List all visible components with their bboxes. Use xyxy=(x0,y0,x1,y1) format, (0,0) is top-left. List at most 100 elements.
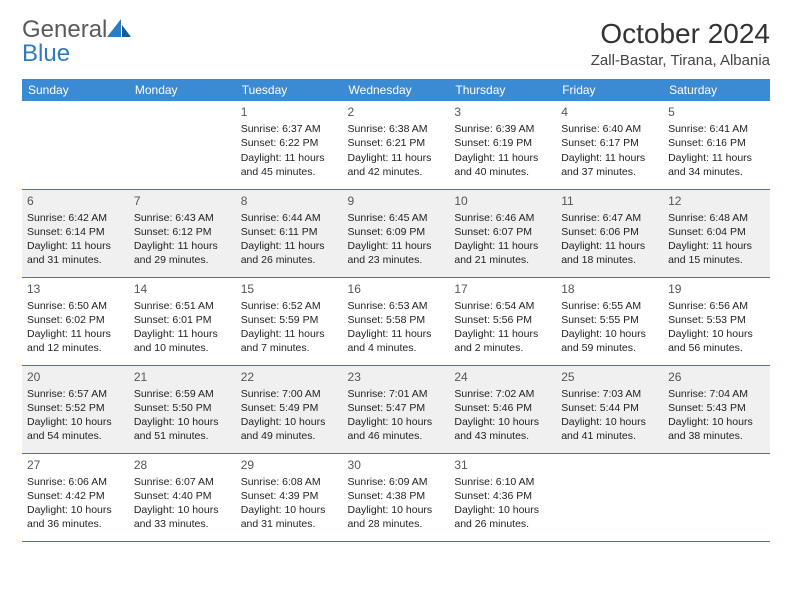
daylight-line: Daylight: 10 hours and 43 minutes. xyxy=(454,415,551,443)
sunrise-line: Sunrise: 6:51 AM xyxy=(134,299,231,313)
day-number: 29 xyxy=(241,457,338,473)
calendar-week-row: 27Sunrise: 6:06 AMSunset: 4:42 PMDayligh… xyxy=(22,453,770,541)
sunset-line: Sunset: 4:38 PM xyxy=(348,489,445,503)
calendar-day-cell: 6Sunrise: 6:42 AMSunset: 6:14 PMDaylight… xyxy=(22,189,129,277)
title-block: October 2024 Zall-Bastar, Tirana, Albani… xyxy=(591,18,770,69)
daylight-line: Daylight: 11 hours and 34 minutes. xyxy=(668,151,765,179)
sunrise-line: Sunrise: 6:44 AM xyxy=(241,211,338,225)
header: General Blue October 2024 Zall-Bastar, T… xyxy=(22,18,770,69)
calendar-empty-cell xyxy=(129,101,236,189)
daylight-line: Daylight: 11 hours and 10 minutes. xyxy=(134,327,231,355)
calendar-day-cell: 27Sunrise: 6:06 AMSunset: 4:42 PMDayligh… xyxy=(22,453,129,541)
sunrise-line: Sunrise: 6:55 AM xyxy=(561,299,658,313)
sunrise-line: Sunrise: 6:54 AM xyxy=(454,299,551,313)
calendar-week-row: 20Sunrise: 6:57 AMSunset: 5:52 PMDayligh… xyxy=(22,365,770,453)
logo-sail-icon xyxy=(107,19,131,37)
calendar-day-cell: 26Sunrise: 7:04 AMSunset: 5:43 PMDayligh… xyxy=(663,365,770,453)
sunset-line: Sunset: 6:22 PM xyxy=(241,136,338,150)
daylight-line: Daylight: 11 hours and 31 minutes. xyxy=(27,239,124,267)
sunset-line: Sunset: 6:06 PM xyxy=(561,225,658,239)
sunrise-line: Sunrise: 6:41 AM xyxy=(668,122,765,136)
sunset-line: Sunset: 5:46 PM xyxy=(454,401,551,415)
calendar-day-cell: 9Sunrise: 6:45 AMSunset: 6:09 PMDaylight… xyxy=(343,189,450,277)
calendar-day-cell: 5 Sunrise: 6:41 AMSunset: 6:16 PMDaylight… xyxy=(663,101,770,189)
calendar-day-cell: 28Sunrise: 6:07 AMSunset: 4:40 PMDayligh… xyxy=(129,453,236,541)
sunset-line: Sunset: 4:42 PM xyxy=(27,489,124,503)
daylight-line: Daylight: 11 hours and 12 minutes. xyxy=(27,327,124,355)
sunset-line: Sunset: 5:47 PM xyxy=(348,401,445,415)
sunset-line: Sunset: 6:11 PM xyxy=(241,225,338,239)
weekday-header: Monday xyxy=(129,79,236,101)
calendar-day-cell: 16 Sunrise: 6:53 AMSunset: 5:58 PMDayligh… xyxy=(343,277,450,365)
calendar-day-cell: 23Sunrise: 7:01 AMSunset: 5:47 PMDayligh… xyxy=(343,365,450,453)
day-number: 4 xyxy=(561,104,658,120)
sunrise-line: Sunrise: 6:53 AM xyxy=(348,299,445,313)
daylight-line: Daylight: 10 hours and 31 minutes. xyxy=(241,503,338,531)
calendar-empty-cell xyxy=(22,101,129,189)
sunrise-line: Sunrise: 6:37 AM xyxy=(241,122,338,136)
daylight-line: Daylight: 10 hours and 36 minutes. xyxy=(27,503,124,531)
sunset-line: Sunset: 5:53 PM xyxy=(668,313,765,327)
day-number: 15 xyxy=(241,281,338,297)
daylight-line: Daylight: 11 hours and 37 minutes. xyxy=(561,151,658,179)
sunrise-line: Sunrise: 6:38 AM xyxy=(348,122,445,136)
sunrise-line: Sunrise: 6:09 AM xyxy=(348,475,445,489)
day-number: 27 xyxy=(27,457,124,473)
weekday-header: Sunday xyxy=(22,79,129,101)
day-number: 21 xyxy=(134,369,231,385)
daylight-line: Daylight: 10 hours and 38 minutes. xyxy=(668,415,765,443)
day-number: 23 xyxy=(348,369,445,385)
day-number: 19 xyxy=(668,281,765,297)
calendar-day-cell: 25Sunrise: 7:03 AMSunset: 5:44 PMDayligh… xyxy=(556,365,663,453)
day-number: 30 xyxy=(348,457,445,473)
calendar-head: SundayMondayTuesdayWednesdayThursdayFrid… xyxy=(22,79,770,101)
daylight-line: Daylight: 11 hours and 4 minutes. xyxy=(348,327,445,355)
calendar-week-row: 6Sunrise: 6:42 AMSunset: 6:14 PMDaylight… xyxy=(22,189,770,277)
weekday-header: Friday xyxy=(556,79,663,101)
sunset-line: Sunset: 5:56 PM xyxy=(454,313,551,327)
daylight-line: Daylight: 11 hours and 18 minutes. xyxy=(561,239,658,267)
weekday-header: Thursday xyxy=(449,79,556,101)
location: Zall-Bastar, Tirana, Albania xyxy=(591,52,770,69)
sunrise-line: Sunrise: 7:02 AM xyxy=(454,387,551,401)
day-number: 16 xyxy=(348,281,445,297)
daylight-line: Daylight: 11 hours and 21 minutes. xyxy=(454,239,551,267)
sunset-line: Sunset: 4:39 PM xyxy=(241,489,338,503)
sunset-line: Sunset: 4:36 PM xyxy=(454,489,551,503)
sunset-line: Sunset: 6:07 PM xyxy=(454,225,551,239)
sunrise-line: Sunrise: 6:46 AM xyxy=(454,211,551,225)
sunrise-line: Sunrise: 7:04 AM xyxy=(668,387,765,401)
daylight-line: Daylight: 10 hours and 26 minutes. xyxy=(454,503,551,531)
daylight-line: Daylight: 11 hours and 7 minutes. xyxy=(241,327,338,355)
sunset-line: Sunset: 5:44 PM xyxy=(561,401,658,415)
weekday-header: Saturday xyxy=(663,79,770,101)
day-number: 1 xyxy=(241,104,338,120)
day-number: 24 xyxy=(454,369,551,385)
calendar-day-cell: 21Sunrise: 6:59 AMSunset: 5:50 PMDayligh… xyxy=(129,365,236,453)
daylight-line: Daylight: 10 hours and 56 minutes. xyxy=(668,327,765,355)
sunset-line: Sunset: 5:50 PM xyxy=(134,401,231,415)
day-number: 17 xyxy=(454,281,551,297)
calendar-day-cell: 17Sunrise: 6:54 AMSunset: 5:56 PMDayligh… xyxy=(449,277,556,365)
daylight-line: Daylight: 10 hours and 54 minutes. xyxy=(27,415,124,443)
calendar-day-cell: 14Sunrise: 6:51 AMSunset: 6:01 PMDayligh… xyxy=(129,277,236,365)
calendar-day-cell: 4Sunrise: 6:40 AMSunset: 6:17 PMDaylight… xyxy=(556,101,663,189)
calendar-day-cell: 15Sunrise: 6:52 AMSunset: 5:59 PMDayligh… xyxy=(236,277,343,365)
calendar-day-cell: 24 Sunrise: 7:02 AMSunset: 5:46 PMDayligh… xyxy=(449,365,556,453)
sunrise-line: Sunrise: 6:42 AM xyxy=(27,211,124,225)
day-number: 31 xyxy=(454,457,551,473)
sunrise-line: Sunrise: 6:10 AM xyxy=(454,475,551,489)
day-number: 8 xyxy=(241,193,338,209)
calendar-day-cell: 3Sunrise: 6:39 AMSunset: 6:19 PMDaylight… xyxy=(449,101,556,189)
sunset-line: Sunset: 5:52 PM xyxy=(27,401,124,415)
day-number: 6 xyxy=(27,193,124,209)
day-number: 5 xyxy=(668,104,765,120)
calendar-day-cell: 2Sunrise: 6:38 AMSunset: 6:21 PMDaylight… xyxy=(343,101,450,189)
calendar-day-cell: 29Sunrise: 6:08 AMSunset: 4:39 PMDayligh… xyxy=(236,453,343,541)
weekday-header: Tuesday xyxy=(236,79,343,101)
calendar-day-cell: 30Sunrise: 6:09 AMSunset: 4:38 PMDayligh… xyxy=(343,453,450,541)
sunset-line: Sunset: 5:58 PM xyxy=(348,313,445,327)
daylight-line: Daylight: 10 hours and 59 minutes. xyxy=(561,327,658,355)
calendar-day-cell: 8Sunrise: 6:44 AMSunset: 6:11 PMDaylight… xyxy=(236,189,343,277)
sunset-line: Sunset: 6:16 PM xyxy=(668,136,765,150)
